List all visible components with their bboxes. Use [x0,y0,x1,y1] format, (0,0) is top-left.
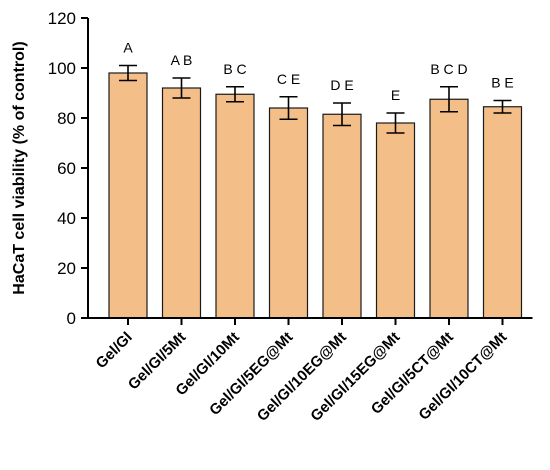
significance-letter: B C D [430,61,467,77]
bar [108,72,148,319]
significance-letter: B C [223,61,246,77]
significance-letter: C E [277,71,300,87]
y-axis-title: HaCaT cell viability (% of control) [11,41,28,294]
x-axis: Gel/GlGel/Gl/5MtGel/Gl/10MtGel/Gl/5EG@Mt… [88,317,533,425]
y-tick-label: 100 [48,59,76,78]
significance-letter: A B [171,52,193,68]
significance-letter: D E [330,77,353,93]
y-tick-label: 40 [57,209,76,228]
significance-letters: A A B B C C E D E E B C D B E [123,40,513,104]
significance-letter: A [123,40,133,56]
y-tick-label: 60 [57,159,76,178]
y-tick-label: 120 [48,9,76,28]
x-tick-label: Gel/Gl [93,329,136,372]
y-tick-label: 0 [67,309,76,328]
bar [161,87,202,319]
y-tick-label: 80 [57,109,76,128]
bar [429,98,469,319]
bar [482,106,523,319]
significance-letter: B E [491,75,514,91]
error-bars [119,64,512,134]
x-tick-label: Gel/Gl/15EG@Mt [307,329,403,425]
bar [268,107,309,319]
bar [215,93,255,319]
significance-letter: E [391,87,400,103]
bar [375,122,416,319]
y-tick-label: 20 [57,259,76,278]
y-axis: 0 20 40 60 80 100 120 [48,9,89,328]
bars [108,72,523,319]
x-tick-label: Gel/Gl/10EG@Mt [254,329,350,425]
bar [322,113,362,319]
